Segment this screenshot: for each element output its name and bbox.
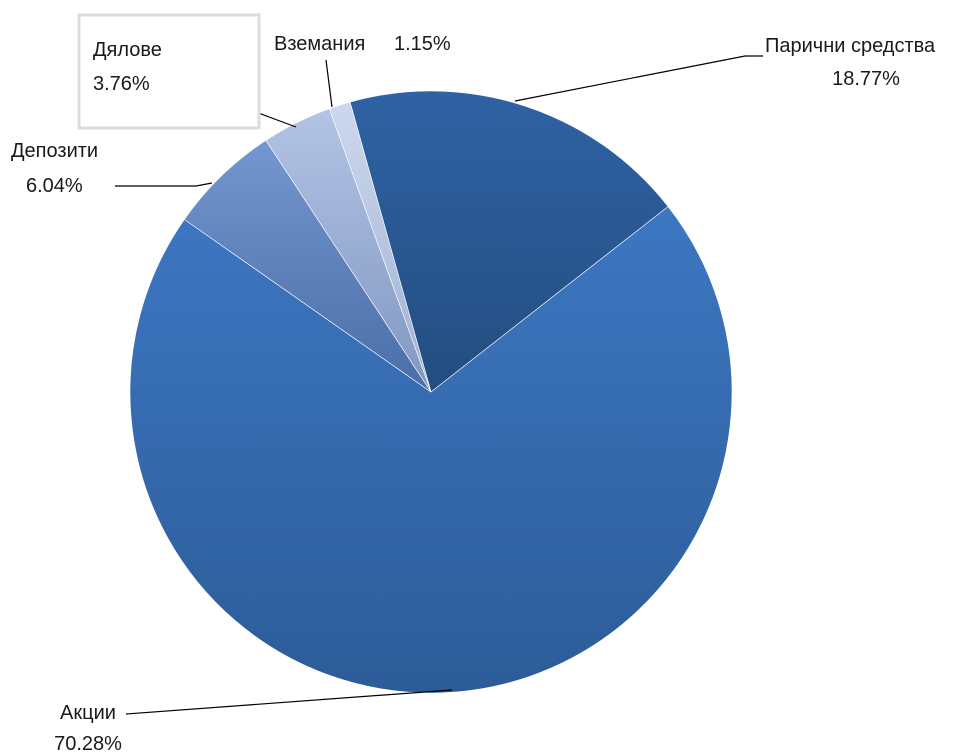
slice-vzemaniya <box>328 101 432 393</box>
label-aktsii-value: 70.28% <box>54 733 122 753</box>
label-parichni-name: Парични средства <box>765 35 936 57</box>
label-dyalove-name: Дялове <box>93 39 162 61</box>
label-vzemaniya-name: Вземания <box>274 33 365 55</box>
leader-line-vzemaniya <box>325 59 333 108</box>
leader-line-aktsii <box>125 689 453 715</box>
label-box-dyalove <box>77 13 261 130</box>
slice-parichni-sredstva <box>349 90 669 393</box>
pie-slices <box>129 90 733 694</box>
label-vzemaniya-value: 1.15% <box>394 33 451 55</box>
label-parichni-value: 18.77% <box>832 68 900 90</box>
leader-line-parichni <box>514 55 763 102</box>
leader-line-depoziti <box>115 182 213 187</box>
label-aktsii-name: Акции <box>60 702 116 724</box>
slice-aktsii <box>129 206 733 694</box>
label-depoziti-value: 6.04% <box>26 175 83 197</box>
label-depoziti-name: Депозити <box>11 140 98 162</box>
label-dyalove-value: 3.76% <box>93 73 150 95</box>
